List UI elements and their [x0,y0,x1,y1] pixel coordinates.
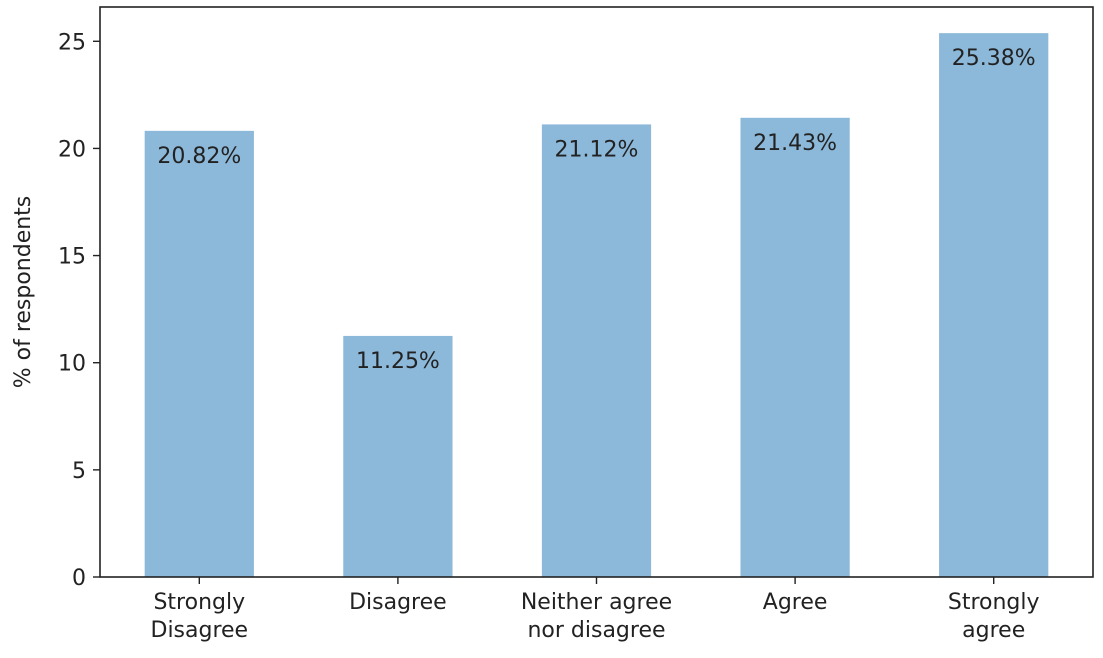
y-axis-label: % of respondents [11,196,36,389]
y-tick-label-2: 10 [58,352,86,377]
bars-layer [144,33,1049,578]
x-axis: Strongly Disagree Disagree Neither agree nor… [151,577,1040,643]
bar-1 [343,335,453,577]
x-tick-label-2-0: Neither agree [521,590,672,615]
x-tick-label-4-1: agree [962,618,1025,643]
bar-3 [740,117,850,578]
x-tick-label-0-0: Strongly [153,590,245,615]
y-tick-label-1: 5 [72,459,86,484]
x-tick-label-1-0: Disagree [349,590,447,615]
bar-4 [939,33,1049,577]
data-label-1: 11.25% [356,349,440,374]
y-tick-label-5: 25 [58,30,86,55]
x-tick-label-2-1: nor disagree [527,618,665,643]
data-labels-layer: 20.82% 11.25% 21.12% 21.43% 25.38% [157,46,1035,374]
x-tick-label-0-1: Disagree [151,618,249,643]
x-tick-label-3-0: Agree [763,590,828,615]
x-tick-label-4-0: Strongly [948,590,1040,615]
y-axis: 0 5 10 15 20 25 [58,30,100,591]
data-label-3: 21.43% [753,131,837,156]
y-tick-label-3: 15 [58,245,86,270]
bar-0 [144,130,254,577]
y-tick-label-4: 20 [58,137,86,162]
data-label-4: 25.38% [952,46,1036,71]
data-label-2: 21.12% [555,137,639,162]
bar-2 [541,124,652,577]
y-tick-label-0: 0 [72,566,86,591]
data-label-0: 20.82% [157,144,241,169]
plot-frame [99,6,1094,578]
